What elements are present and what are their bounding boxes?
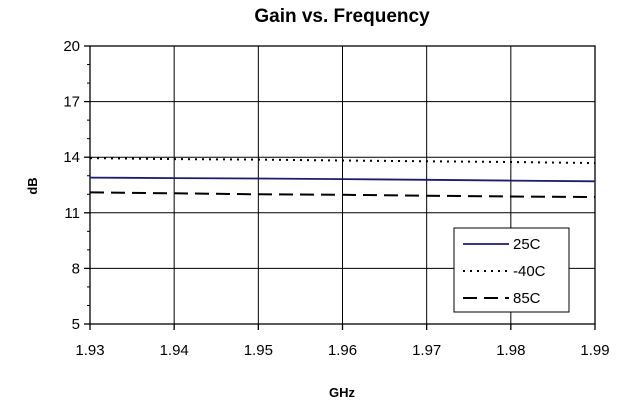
series-line--40C xyxy=(89,157,596,165)
legend-label: 85C xyxy=(513,290,541,307)
legend-label: -40C xyxy=(513,263,546,280)
x-axis-ticks: 1.93 1.94 1.95 1.96 1.97 1.98 1.99 xyxy=(75,324,610,359)
y-tick-label: 8 xyxy=(72,260,80,277)
y-tick-label: 20 xyxy=(63,38,80,55)
y-tick-label: 11 xyxy=(64,205,80,222)
y-tick-label: 5 xyxy=(72,316,80,333)
series-group xyxy=(89,157,596,198)
y-tick-label: 17 xyxy=(63,94,80,111)
legend: 25C -40C 85C xyxy=(453,227,570,313)
chart-title: Gain vs. Frequency xyxy=(254,6,430,27)
series-line-25C xyxy=(89,176,596,183)
x-tick-label: 1.97 xyxy=(412,342,441,359)
x-tick-label: 1.94 xyxy=(160,342,189,359)
x-tick-label: 1.96 xyxy=(328,342,357,359)
y-axis-label: dB xyxy=(25,177,40,194)
series-line-85C xyxy=(89,191,596,198)
x-tick-label: 1.98 xyxy=(496,342,525,359)
legend-label: 25C xyxy=(513,236,541,253)
y-axis-ticks: 5 8 11 14 17 20 xyxy=(63,38,90,333)
x-axis-label: GHz xyxy=(329,385,356,400)
y-tick-label: 14 xyxy=(63,149,80,166)
x-tick-label: 1.95 xyxy=(244,342,273,359)
x-tick-label: 1.99 xyxy=(580,342,609,359)
x-tick-label: 1.93 xyxy=(75,342,104,359)
